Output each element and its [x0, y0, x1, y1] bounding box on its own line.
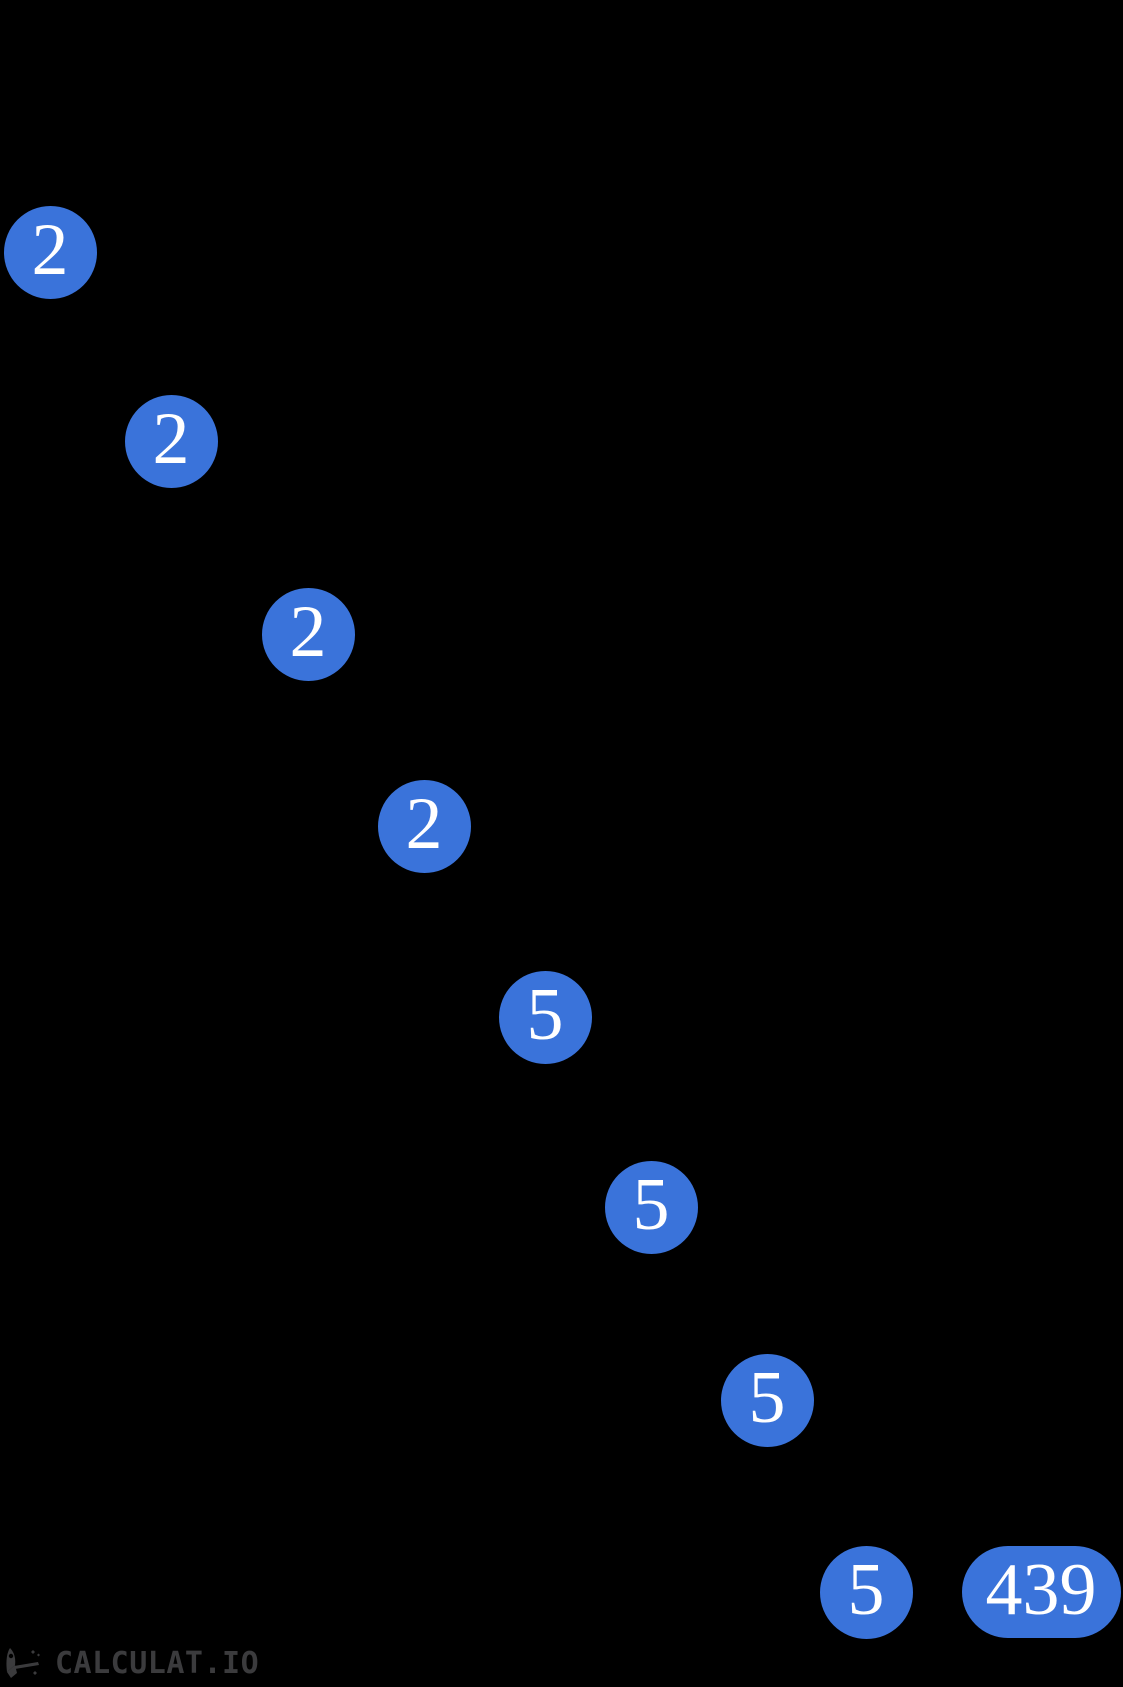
- rocket-icon: [6, 1648, 40, 1678]
- factor-node-label: 2: [405, 783, 443, 865]
- factor-node-5-7: 5: [819, 1545, 913, 1639]
- factor-node-5-5: 5: [604, 1160, 698, 1254]
- factor-node-label: 2: [31, 209, 69, 291]
- factor-node-5-4: 5: [498, 970, 592, 1064]
- factor-node-label: 5: [526, 974, 564, 1056]
- factor-node-label: 2: [152, 398, 190, 480]
- factor-node-5-6: 5: [720, 1353, 814, 1447]
- factor-node-label: 2: [289, 591, 327, 673]
- factor-node-label: 5: [847, 1549, 885, 1631]
- watermark-text: CALCULAT.IO: [55, 1646, 260, 1681]
- factor-node-439-8: 439: [961, 1546, 1121, 1638]
- factor-node-2-2: 2: [261, 587, 355, 681]
- factor-node-label: 439: [985, 1549, 1097, 1631]
- factor-node-label: 5: [632, 1164, 670, 1246]
- factor-node-label: 5: [748, 1357, 786, 1439]
- factor-node-2-1: 2: [124, 394, 218, 488]
- watermark: CALCULAT.IO: [4, 1646, 259, 1680]
- factor-node-2-0: 2: [3, 205, 97, 299]
- factor-node-2-3: 2: [377, 779, 471, 873]
